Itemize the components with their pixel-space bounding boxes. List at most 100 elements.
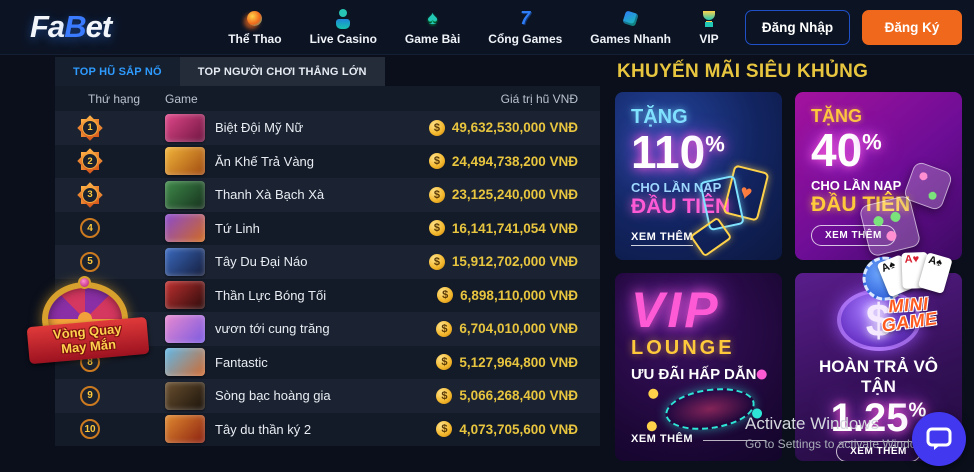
game-thumbnail — [165, 314, 205, 343]
rank-badge: 4 — [78, 216, 102, 240]
mini-game-label: MINI GAME — [880, 293, 939, 336]
table-row[interactable]: 3 Thanh Xà Bạch Xà $ 23,125,240,000 VNĐ — [55, 178, 600, 212]
game-thumbnail — [165, 113, 205, 142]
game-thumbnail — [165, 348, 205, 377]
nav-item[interactable]: Live Casino — [309, 8, 377, 46]
tab-top-nguoi-choi-thang-lon[interactable]: TOP NGƯỜI CHƠI THẮNG LỚN — [179, 57, 385, 86]
promo-card-vip-lounge[interactable]: VIP LOUNGE ƯU ĐÃI HẤP DẪN XEM THÊM — [615, 273, 782, 461]
xem-them-link[interactable]: XEM THÊM — [631, 231, 694, 246]
jackpot-value: 49,632,530,000 VNĐ — [451, 120, 578, 136]
jackpot-value: 6,898,110,000 VNĐ — [460, 287, 578, 303]
jackpot-value: 5,127,964,800 VNĐ — [459, 354, 578, 370]
trophy-icon — [699, 9, 719, 29]
lucky-wheel-badge[interactable]: Vòng Quay May Mắn — [26, 276, 150, 370]
nav-item[interactable]: ♠ Game Bài — [405, 9, 460, 46]
game-thumbnail — [165, 180, 205, 209]
jackpot-value: 4,073,705,600 VNĐ — [459, 421, 578, 437]
nav-item[interactable]: 7 Cổng Games — [488, 8, 563, 46]
table-row[interactable]: 1 Biệt Đội Mỹ Nữ $ 49,632,530,000 VNĐ — [55, 111, 600, 145]
table-row[interactable]: 4 Tứ Linh $ 16,141,741,054 VNĐ — [55, 211, 600, 245]
mini-game-badge[interactable]: A♠ A♥ A♠ MINI GAME — [855, 250, 961, 349]
game-thumbnail — [165, 415, 205, 444]
dice-illustration — [858, 160, 954, 258]
game-name: Ăn Khế Trả Vàng — [215, 153, 315, 169]
table-row[interactable]: 5 Tây Du Đại Náo $ 15,912,702,000 VNĐ — [55, 245, 600, 279]
soccer-flame-icon — [245, 9, 265, 29]
dealer-icon — [333, 8, 353, 29]
promo-card-cashback[interactable]: $ HOÀN TRẢ VÔ TẬN 1.25% XEM THÊM — [795, 273, 962, 461]
main-nav: Thể Thao Live Casino ♠ Game Bài 7 Cổng G… — [228, 8, 719, 46]
promo-line1: CHO LẦN NẠP — [811, 177, 902, 193]
coin-icon: $ — [436, 354, 453, 371]
nav-item[interactable]: Games Nhanh — [590, 9, 671, 46]
table-row[interactable]: 9 Sòng bạc hoàng gia $ 5,066,268,400 VNĐ — [55, 379, 600, 413]
register-button[interactable]: Đăng Ký — [862, 9, 962, 45]
column-value: Giá trị hũ VNĐ — [500, 91, 578, 106]
xem-them-link[interactable]: XEM THÊM — [631, 433, 694, 445]
coin-icon: $ — [436, 421, 453, 438]
promo-percent: 40% — [811, 124, 882, 176]
promo-tag: TẶNG — [631, 106, 688, 128]
nav-item[interactable]: Thể Thao — [228, 9, 281, 46]
promo-card-40-percent[interactable]: TẶNG 40% CHO LẦN NẠP ĐẦU TIÊN XEM THÊM — [795, 92, 962, 260]
roulette-icon — [662, 382, 758, 436]
promo-line2: ĐẦU TIÊN — [631, 194, 731, 218]
gem-icon — [78, 276, 91, 289]
auth-buttons: Đăng Nhập Đăng Ký — [745, 9, 962, 45]
coin-icon: $ — [428, 119, 445, 136]
table-body: 1 Biệt Đội Mỹ Nữ $ 49,632,530,000 VNĐ 2 — [55, 111, 600, 446]
table-row[interactable]: 10 Tây du thần ký 2 $ 4,073,705,600 VNĐ — [55, 412, 600, 446]
nav-item-label: Cổng Games — [488, 31, 563, 46]
game-thumbnail — [165, 281, 205, 310]
vip-title: VIP — [631, 282, 721, 338]
jackpot-value: 24,494,738,200 VNĐ — [451, 153, 578, 169]
game-name: Sòng bạc hoàng gia — [215, 388, 331, 404]
cashback-line: HOÀN TRẢ VÔ TẬN — [819, 357, 938, 396]
nav-item-label: VIP — [699, 31, 719, 46]
coin-icon: $ — [428, 186, 445, 203]
jackpot-value: 15,912,702,000 VNĐ — [451, 254, 578, 270]
promo-card-110-percent[interactable]: TẶNG 110% CHO LẦN NẠP ĐẦU TIÊN XEM THÊM … — [615, 92, 782, 260]
lucky-seven-icon: 7 — [520, 8, 531, 28]
coin-icon: $ — [436, 387, 453, 404]
game-name: Tứ Linh — [215, 220, 260, 236]
game-name: Tây du thần ký 2 — [215, 421, 312, 437]
game-thumbnail — [165, 147, 205, 176]
game-thumbnail — [165, 214, 205, 243]
jackpot-value: 5,066,268,400 VNĐ — [459, 388, 578, 404]
tab-top-hu-sap-no[interactable]: TOP HŨ SẮP NỔ — [55, 57, 180, 86]
jackpot-value: 23,125,240,000 VNĐ — [451, 187, 578, 203]
spade-icon: ♠ — [427, 8, 438, 29]
promotions-panel: KHUYẾN MÃI SIÊU KHỦNG TẶNG 110% CHO LẦN … — [615, 57, 962, 461]
column-game: Game — [165, 91, 198, 106]
game-name: Tây Du Đại Náo — [215, 254, 308, 270]
chat-bubble-icon — [926, 427, 952, 450]
rank-badge: 5 — [78, 250, 102, 274]
neon-cards-illustration: ♥ — [689, 164, 770, 258]
fabet-logo[interactable]: FaBet — [30, 9, 112, 44]
column-rank: Thứ hạng — [88, 91, 141, 106]
cashback-percent: 1.25% — [830, 396, 927, 440]
nav-item-label: Games Nhanh — [590, 31, 671, 46]
table-row[interactable]: 2 Ăn Khế Trả Vàng $ 24,494,738,200 VNĐ — [55, 144, 600, 178]
leaderboard-tabs: TOP HŨ SẮP NỔ TOP NGƯỜI CHƠI THẮNG LỚN — [55, 57, 600, 86]
game-name: vươn tới cung trăng — [215, 321, 330, 337]
rank-badge: 2 — [78, 149, 102, 173]
lounge-label: LOUNGE — [631, 336, 735, 359]
game-name: Biệt Đội Mỹ Nữ — [215, 120, 304, 136]
live-chat-button[interactable] — [912, 412, 966, 466]
coin-icon: $ — [428, 153, 445, 170]
nav-item-label: Thể Thao — [228, 31, 282, 46]
coin-icon: $ — [437, 287, 454, 304]
table-header: Thứ hạng Game Giá trị hũ VNĐ — [55, 86, 600, 111]
nav-item-label: Live Casino — [309, 31, 377, 46]
main-content: TOP HŨ SẮP NỔ TOP NGƯỜI CHƠI THẮNG LỚN T… — [0, 55, 974, 461]
coin-icon: $ — [436, 320, 453, 337]
game-name: Fantastic — [215, 354, 268, 370]
top-nav: FaBet Thể Thao Live Casino ♠ Game Bài 7 … — [0, 0, 974, 55]
xem-them-button[interactable]: XEM THÊM — [836, 441, 921, 461]
game-thumbnail — [165, 381, 205, 410]
login-button[interactable]: Đăng Nhập — [745, 9, 850, 45]
coin-icon: $ — [428, 220, 445, 237]
nav-item[interactable]: VIP — [699, 9, 719, 46]
